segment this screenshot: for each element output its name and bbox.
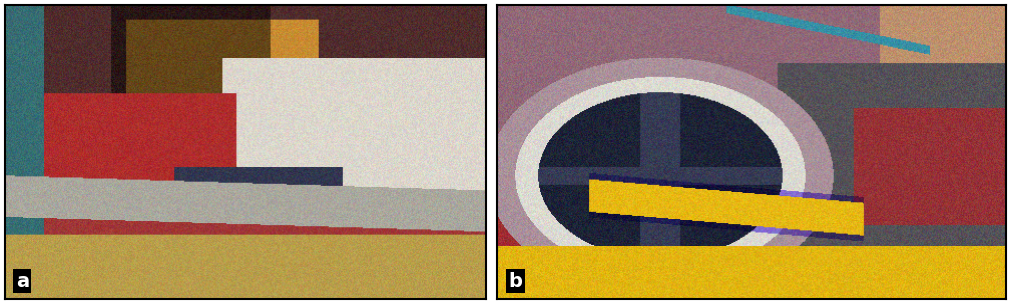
Text: b: b bbox=[509, 271, 523, 291]
Text: a: a bbox=[15, 271, 28, 291]
